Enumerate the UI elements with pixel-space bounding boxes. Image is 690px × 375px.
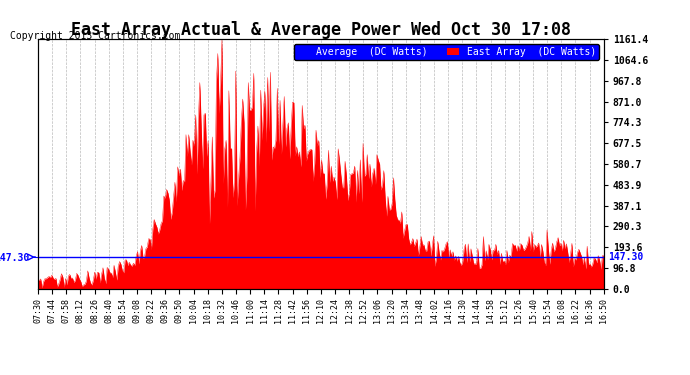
Title: East Array Actual & Average Power Wed Oct 30 17:08: East Array Actual & Average Power Wed Oc…	[71, 21, 571, 39]
Legend: Average  (DC Watts), East Array  (DC Watts): Average (DC Watts), East Array (DC Watts…	[294, 44, 599, 60]
Text: Copyright 2013 Cartronics.com: Copyright 2013 Cartronics.com	[10, 32, 181, 41]
Text: 147.30: 147.30	[608, 252, 643, 262]
